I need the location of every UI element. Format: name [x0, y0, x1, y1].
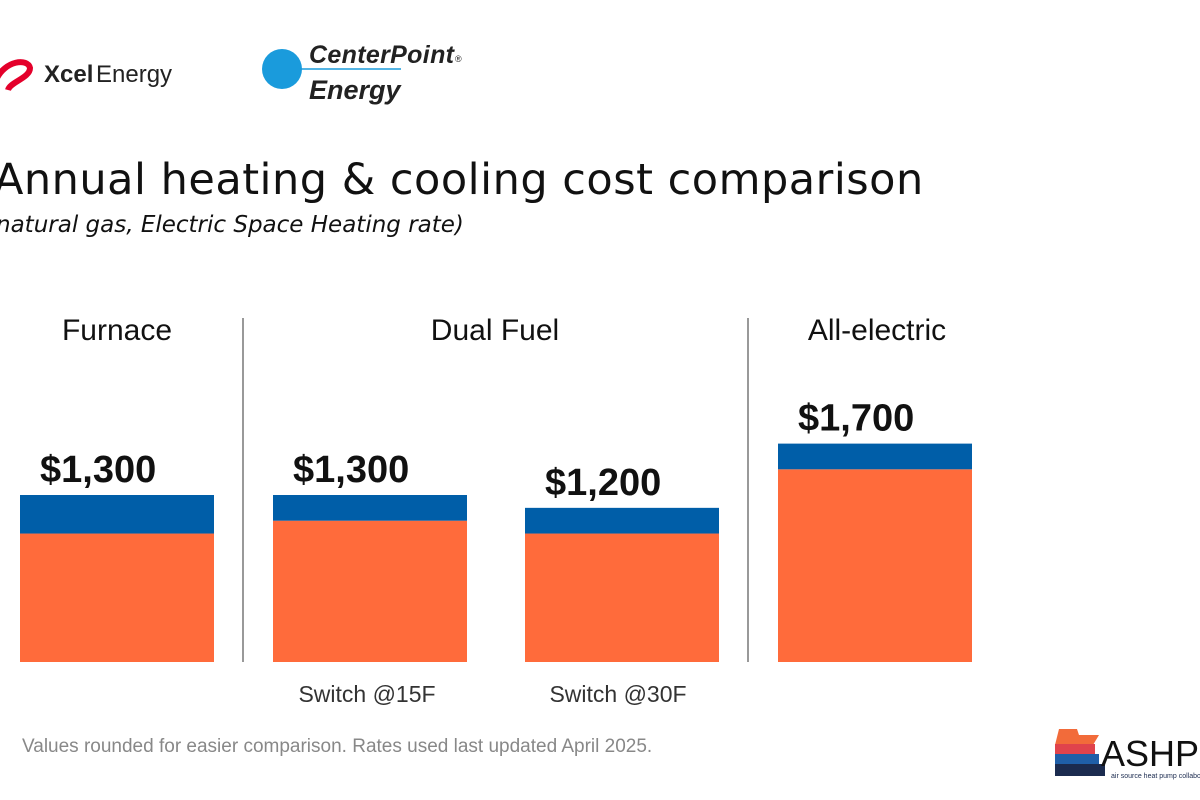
category-label-switch-30f: Switch @30F — [549, 681, 687, 707]
data-label: $1,700 — [798, 398, 914, 440]
centerpoint-logo: CenterPoint ® Energy — [255, 33, 465, 113]
svg-text:Energy: Energy — [309, 75, 403, 105]
group-label-furnace: Furnace — [61, 314, 173, 347]
bar-segment-bottom — [778, 469, 972, 662]
data-label: $1,200 — [545, 462, 661, 504]
chart-subtitle: natural gas, Electric Space Heating rate… — [0, 212, 464, 238]
svg-text:Energy: Energy — [96, 61, 172, 88]
footnote: Values rounded for easier comparison. Ra… — [22, 736, 653, 757]
category-label-switch-15f: Switch @15F — [298, 681, 436, 707]
svg-text:®: ® — [455, 54, 462, 64]
bar-segment-bottom — [20, 533, 214, 662]
bar-segment-bottom — [273, 520, 467, 662]
ashp-logo: ASHP air source heat pump collaborative — [1053, 725, 1200, 790]
svg-text:Xcel: Xcel — [44, 61, 93, 88]
svg-text:air source heat pump collabora: air source heat pump collaborative — [1111, 773, 1200, 780]
bar-segment-bottom — [525, 533, 719, 662]
group-label-dual-fuel: Dual Fuel — [430, 314, 560, 347]
group-label-all-electric: All-electric — [807, 314, 947, 347]
bar-segment-top — [525, 507, 719, 534]
chart-title: Annual heating & cooling cost comparison — [0, 155, 924, 205]
xcel-logo: Xcel Energy — [0, 48, 215, 103]
bar-segment-top — [273, 495, 467, 521]
bar-segment-top — [20, 495, 214, 534]
data-label: $1,300 — [40, 449, 156, 491]
bar-segment-top — [778, 443, 972, 470]
svg-text:ASHP: ASHP — [1101, 733, 1199, 774]
xcel-swoosh-icon: Xcel Energy — [0, 59, 172, 92]
data-label: $1,300 — [293, 449, 409, 491]
svg-text:CenterPoint: CenterPoint — [309, 41, 456, 69]
